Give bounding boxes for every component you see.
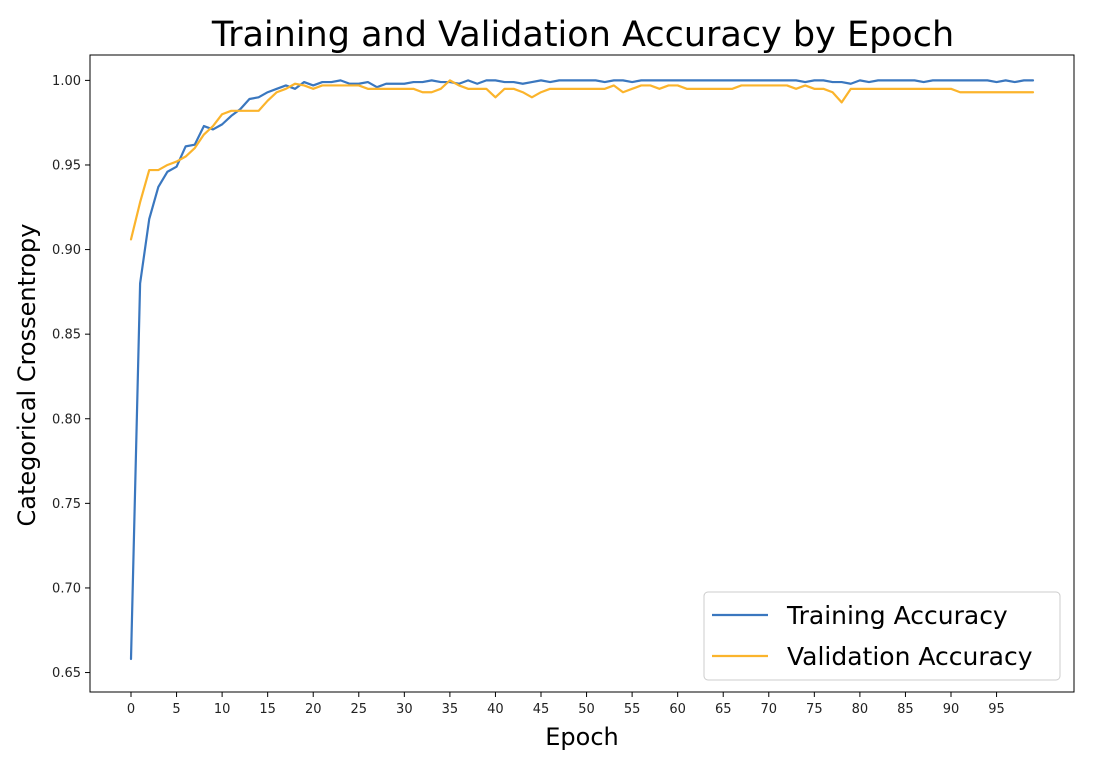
x-tick-label: 35 [442,702,459,717]
x-tick-label: 65 [715,702,732,717]
x-tick-label: 15 [259,702,276,717]
chart-title: Training and Validation Accuracy by Epoc… [211,15,954,55]
legend-label-training: Training Accuracy [786,601,1008,630]
x-tick-label: 55 [624,702,641,717]
x-tick-label: 0 [127,702,135,717]
legend-label-validation: Validation Accuracy [787,642,1033,671]
plot-area-frame [89,54,1075,693]
y-tick-label: 0.80 [52,412,81,427]
y-axis-ticks: 0.65 0.70 0.75 0.80 0.85 0.90 0.95 1.00 [52,74,90,681]
x-axis-label: Epoch [545,723,619,751]
x-tick-label: 95 [988,702,1005,717]
x-tick-label: 45 [533,702,550,717]
x-tick-label: 70 [761,702,778,717]
y-tick-label: 0.85 [52,328,81,343]
x-tick-label: 90 [943,702,960,717]
x-tick-label: 30 [396,702,413,717]
x-tick-label: 25 [351,702,368,717]
x-tick-label: 10 [214,702,231,717]
series-lines [129,79,1035,661]
x-tick-label: 50 [578,702,595,717]
x-tick-label: 75 [806,702,823,717]
x-tick-label: 20 [305,702,322,717]
y-tick-label: 1.00 [52,74,81,89]
x-tick-label: 80 [852,702,869,717]
x-axis-ticks: 0 5 10 15 20 25 30 35 40 45 50 55 60 65 70 75 80 85 90 95 [127,692,1005,717]
y-tick-label: 0.90 [52,243,81,258]
y-tick-label: 0.95 [52,158,81,173]
training-accuracy-line [129,79,1035,661]
y-tick-label: 0.65 [52,666,81,681]
x-tick-label: 60 [669,702,686,717]
y-axis-label: Categorical Crossentropy [13,224,41,527]
x-tick-label: 40 [487,702,504,717]
legend-box [703,591,1061,681]
x-tick-label: 5 [172,702,180,717]
x-tick-label: 85 [897,702,914,717]
validation-accuracy-line [129,79,1035,241]
y-tick-label: 0.75 [52,497,81,512]
chart-legend: Training Accuracy Validation Accuracy [703,591,1061,681]
y-tick-label: 0.70 [52,581,81,596]
